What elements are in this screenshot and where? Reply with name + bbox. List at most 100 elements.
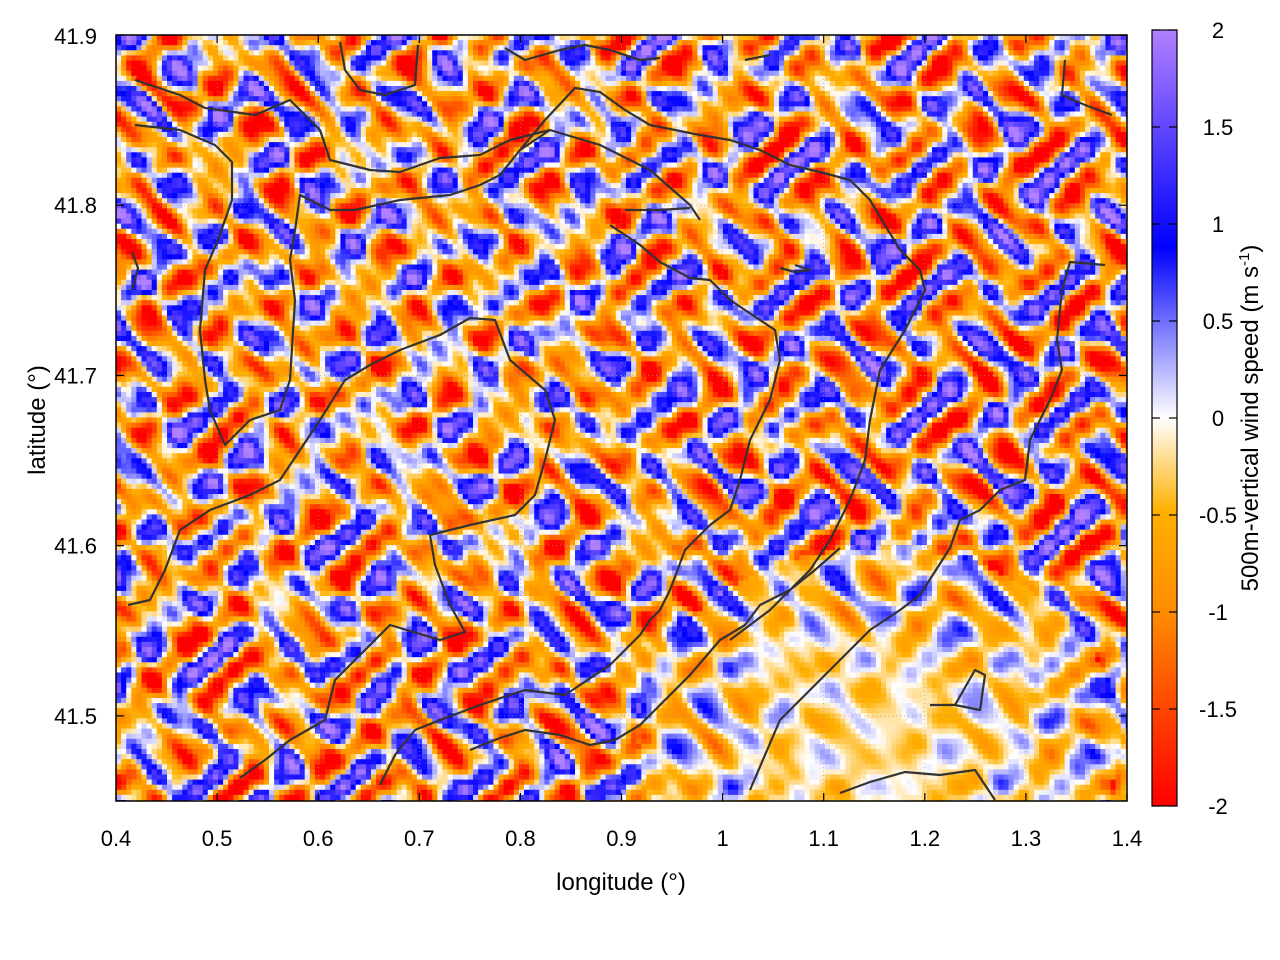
heatmap-cell [912, 117, 918, 123]
heatmap-cell [764, 137, 770, 143]
heatmap-cell [259, 40, 265, 46]
heatmap-cell [397, 81, 403, 87]
heatmap-cell [499, 81, 505, 87]
heatmap-cell [606, 122, 612, 128]
heatmap-cell [713, 45, 719, 51]
heatmap-cell [177, 86, 183, 92]
heatmap-cell [330, 132, 336, 138]
heatmap-cell [570, 61, 576, 67]
heatmap-cell [407, 45, 413, 51]
heatmap-cell [488, 55, 494, 61]
heatmap-cell [300, 66, 306, 72]
heatmap-cell [274, 81, 280, 87]
heatmap-cell [590, 81, 596, 87]
heatmap-cell [912, 40, 918, 46]
heatmap-cell [871, 132, 877, 138]
heatmap-cell [203, 76, 209, 82]
heatmap-cell [366, 40, 372, 46]
heatmap-cell [269, 81, 275, 87]
heatmap-cell [147, 132, 153, 138]
heatmap-cell [152, 157, 158, 163]
heatmap-cell [759, 142, 765, 148]
heatmap-cell [335, 132, 341, 138]
heatmap-cell [850, 76, 856, 82]
heatmap-cell [871, 91, 877, 97]
heatmap-cell [626, 152, 632, 158]
heatmap-cell [534, 35, 540, 41]
heatmap-cell [1075, 157, 1081, 163]
heatmap-cell [427, 40, 433, 46]
heatmap-cell [789, 91, 795, 97]
heatmap-cell [687, 61, 693, 67]
heatmap-cell [233, 71, 239, 77]
heatmap-cell [371, 71, 377, 77]
heatmap-cell [978, 101, 984, 107]
heatmap-cell [733, 96, 739, 102]
heatmap-cell [580, 117, 586, 123]
heatmap-cell [361, 157, 367, 163]
heatmap-cell [305, 122, 311, 128]
heatmap-cell [187, 71, 193, 77]
heatmap-cell [845, 101, 851, 107]
heatmap-cell [458, 50, 464, 56]
heatmap-cell [310, 86, 316, 92]
heatmap-cell [784, 147, 790, 153]
heatmap-cell [580, 152, 586, 158]
heatmap-cell [754, 86, 760, 92]
heatmap-cell [1100, 137, 1106, 143]
heatmap-cell [1121, 157, 1127, 163]
heatmap-cell [295, 71, 301, 77]
heatmap-cell [208, 55, 214, 61]
heatmap-cell [233, 132, 239, 138]
heatmap-cell [728, 76, 734, 82]
heatmap-cell [993, 106, 999, 112]
heatmap-cell [320, 71, 326, 77]
heatmap-cell [1105, 66, 1111, 72]
heatmap-cell [682, 81, 688, 87]
heatmap-cell [820, 117, 826, 123]
heatmap-cell [998, 35, 1004, 41]
heatmap-cell [550, 86, 556, 92]
heatmap-cell [1019, 106, 1025, 112]
heatmap-cell [1075, 81, 1081, 87]
heatmap-cell [1009, 81, 1015, 87]
heatmap-cell [121, 71, 127, 77]
heatmap-cell [866, 127, 872, 133]
heatmap-cell [845, 147, 851, 153]
heatmap-cell [759, 101, 765, 107]
heatmap-cell [371, 76, 377, 82]
heatmap-cell [493, 71, 499, 77]
heatmap-cell [611, 157, 617, 163]
heatmap-cell [937, 61, 943, 67]
heatmap-cell [534, 71, 540, 77]
heatmap-cell [356, 137, 362, 143]
heatmap-cell [136, 106, 142, 112]
heatmap-cell [652, 157, 658, 163]
heatmap-cell [427, 132, 433, 138]
heatmap-cell [1039, 122, 1045, 128]
heatmap-cell [682, 35, 688, 41]
heatmap-cell [162, 45, 168, 51]
heatmap-cell [988, 91, 994, 97]
heatmap-cell [1009, 157, 1015, 163]
heatmap-cell [213, 117, 219, 123]
heatmap-cell [198, 157, 204, 163]
heatmap-cell [1105, 137, 1111, 143]
heatmap-cell [259, 86, 265, 92]
heatmap-cell [167, 81, 173, 87]
heatmap-cell [641, 71, 647, 77]
heatmap-cell [825, 55, 831, 61]
heatmap-cell [611, 40, 617, 46]
heatmap-cell [856, 117, 862, 123]
heatmap-cell [157, 142, 163, 148]
heatmap-cell [697, 91, 703, 97]
heatmap-cell [458, 112, 464, 118]
heatmap-cell [917, 147, 923, 153]
heatmap-cell [432, 61, 438, 67]
heatmap-cell [1116, 112, 1122, 118]
heatmap-cell [743, 35, 749, 41]
heatmap-cell [356, 101, 362, 107]
heatmap-cell [595, 61, 601, 67]
heatmap-cell [697, 71, 703, 77]
heatmap-cell [499, 66, 505, 72]
